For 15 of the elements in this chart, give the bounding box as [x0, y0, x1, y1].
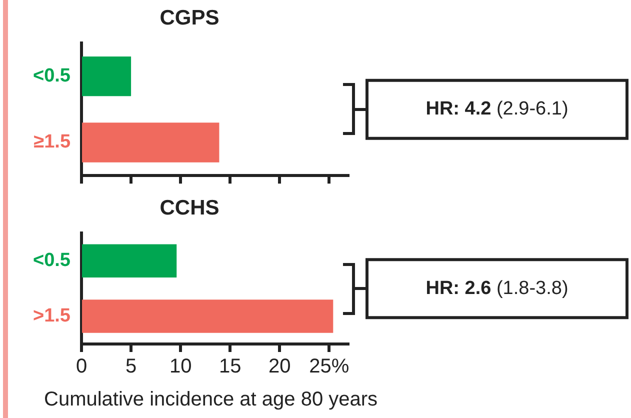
x-tick-label: 20 [268, 356, 291, 378]
x-axis-title: Cumulative incidence at age 80 years [44, 388, 378, 411]
y-tick-label: ≥1.5 [34, 132, 71, 153]
y-tick-label: <0.5 [32, 250, 71, 272]
chart-title: CCHS [160, 196, 220, 220]
y-tick-label: <0.5 [32, 66, 71, 87]
x-tick-label: 0 [76, 356, 88, 378]
x-tick-label: 25% [309, 356, 350, 378]
text: HR: 2.6 (1.8-3.8) [426, 278, 568, 299]
x-tick-label: 15 [218, 356, 242, 378]
x-tick-label: 10 [169, 356, 192, 378]
y-tick-label: >1.5 [32, 306, 71, 327]
chart-title: CGPS [160, 6, 220, 30]
text: HR: 4.2 (2.9-6.1) [426, 98, 568, 120]
x-tick-label: 5 [125, 356, 137, 378]
